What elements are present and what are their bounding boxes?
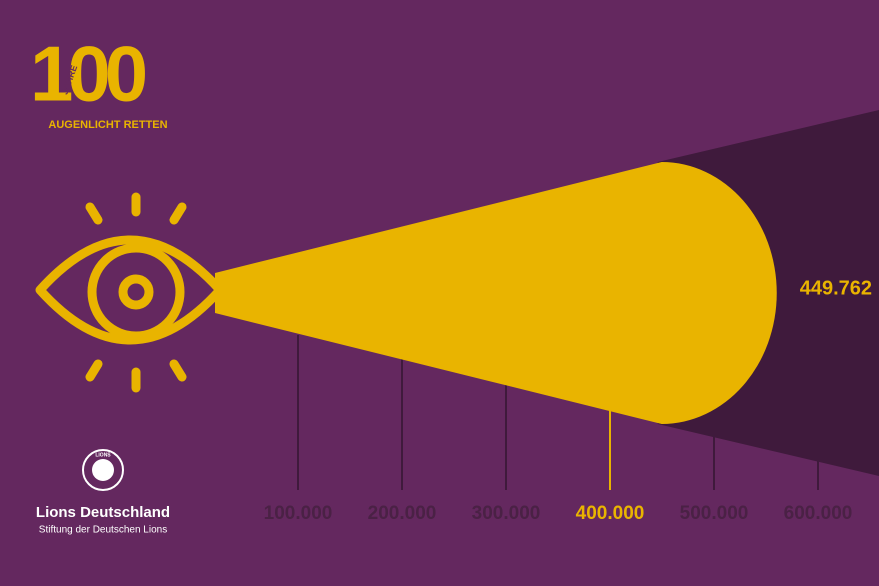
logo-number: 100 <box>30 30 146 118</box>
x-tick-label: 300.000 <box>472 503 541 524</box>
x-tick-label: 600.000 <box>784 503 853 524</box>
beam-layer <box>215 110 879 476</box>
x-tick-label: 100.000 <box>264 503 333 524</box>
x-tick-label: 400.000 <box>576 503 645 524</box>
beam <box>215 162 777 424</box>
value-label: 449.762 <box>800 277 872 299</box>
emblem-core <box>92 459 114 481</box>
eye-icon <box>35 192 225 393</box>
emblem-ring <box>82 449 124 491</box>
x-tick-label: 200.000 <box>368 503 437 524</box>
org-subtitle: Stiftung der Deutschen Lions <box>39 525 167 536</box>
emblem-text: LIONS <box>95 452 111 458</box>
x-tick-label: 500.000 <box>680 503 749 524</box>
logo-tagline: AUGENLICHT RETTEN <box>48 119 167 131</box>
org-name: Lions Deutschland <box>36 504 170 521</box>
